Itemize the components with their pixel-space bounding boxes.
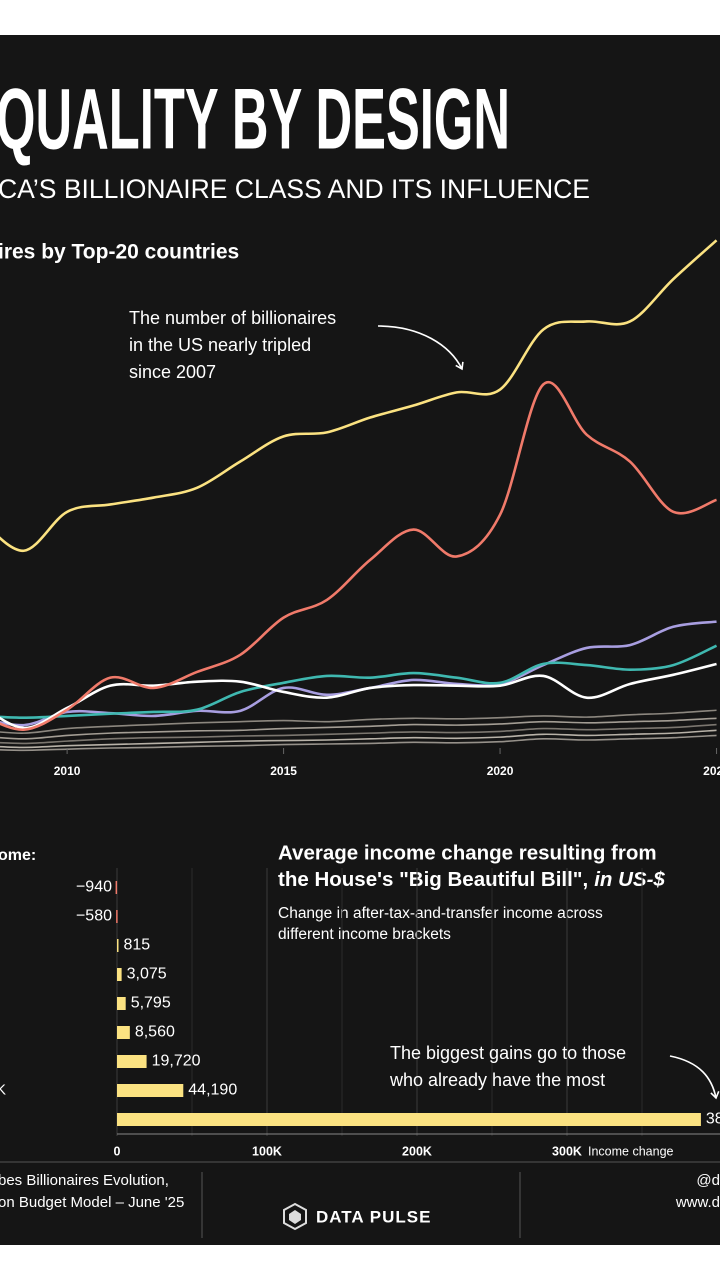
annotation: The number of billionaires (129, 308, 336, 328)
logo-icon (283, 1202, 307, 1231)
bar (117, 1055, 147, 1068)
value-label: 8,560 (135, 1024, 175, 1041)
logo-icon (289, 1210, 301, 1224)
value-label: 5,795 (131, 995, 171, 1012)
annotation: in the US nearly tripled (129, 335, 311, 355)
value-label: 389,280 (706, 1111, 720, 1128)
value-label: 815 (124, 937, 151, 954)
series-line (0, 380, 718, 732)
series-line (0, 239, 718, 553)
bar (116, 910, 118, 923)
subtitle: CA’S BILLIONAIRE CLASS AND ITS INFLUENCE (0, 174, 590, 204)
bar-plot (115, 868, 720, 1136)
line-plot (0, 239, 718, 752)
value-label: −580 (76, 908, 112, 925)
value-label: 3,075 (127, 966, 167, 983)
annotation-arrow (377, 325, 464, 371)
series-line (0, 709, 717, 734)
bar (117, 939, 119, 952)
series-line (0, 734, 717, 752)
bar (117, 1026, 130, 1039)
x-tick-label: 2020 (487, 764, 514, 778)
bar (117, 1113, 701, 1126)
x-axis-label: Income change (588, 1144, 674, 1158)
annotation-arrow (669, 1055, 720, 1100)
annotation: The biggest gains go to those (390, 1043, 626, 1063)
footer-source: bes Billionaires Evolution, (0, 1172, 169, 1189)
x-tick-label: 300K (552, 1144, 582, 1158)
footer-site: www.d (675, 1194, 720, 1211)
bar (117, 997, 126, 1010)
x-tick-label: 0 (114, 1144, 121, 1158)
bar-title-emphasis: in US-$ (594, 868, 665, 891)
category-label: K (0, 1081, 6, 1098)
bar-legend-title: ome: (0, 847, 36, 864)
annotation: since 2007 (129, 362, 216, 382)
line-chart-title: ires by Top-20 countries (0, 241, 239, 264)
x-tick-label: 2010 (54, 764, 81, 778)
series-line (0, 644, 718, 719)
x-tick-label: 2025 (703, 764, 720, 778)
annotation: who already have the most (389, 1070, 605, 1090)
bar-title: Average income change resulting from (278, 841, 657, 864)
top-band (0, 0, 720, 35)
brand-logo: DATA PULSE (283, 1202, 431, 1231)
brand-name: DATA PULSE (316, 1207, 431, 1226)
value-label: −940 (76, 879, 112, 896)
series-line (0, 662, 717, 730)
series-line (0, 729, 717, 749)
bar (117, 1084, 184, 1097)
title: QUALITY BY DESIGN (0, 72, 510, 168)
value-label: 19,720 (152, 1053, 201, 1070)
footer-source: on Budget Model – June '25 (0, 1194, 184, 1211)
bar-title-line: the House's "Big Beautiful Bill", (278, 868, 588, 891)
x-tick-label: 2015 (270, 764, 297, 778)
bar (115, 881, 118, 894)
value-label: 44,190 (188, 1082, 237, 1099)
panel (0, 35, 720, 1245)
series-line (0, 717, 717, 740)
footer-handle: @d (696, 1172, 720, 1189)
bar (117, 968, 122, 981)
x-tick-label: 200K (402, 1144, 432, 1158)
series-line (0, 723, 717, 745)
bar-subtitle: different income brackets (278, 926, 451, 943)
x-tick-label: 100K (252, 1144, 282, 1158)
bar-subtitle: Change in after-tax-and-transfer income … (278, 905, 603, 922)
bar-title: the House's "Big Beautiful Bill", in US-$ (278, 868, 665, 891)
